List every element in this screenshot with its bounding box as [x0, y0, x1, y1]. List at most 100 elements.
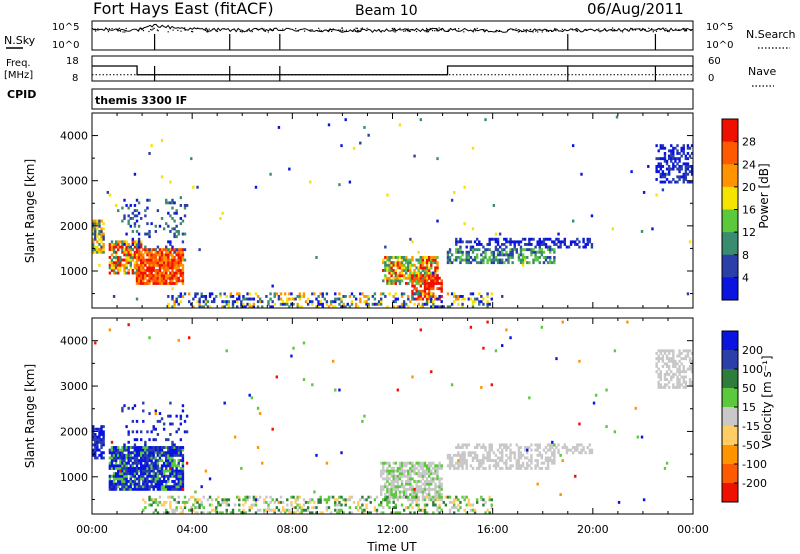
- heatmap-cell: [240, 302, 243, 306]
- heatmap-cell: [119, 461, 122, 465]
- heatmap-cell: [96, 440, 99, 444]
- heatmap-cell: [140, 446, 143, 449]
- heatmap-cell: [133, 214, 137, 218]
- heatmap-cell: [430, 477, 433, 481]
- heatmap-cell: [167, 256, 170, 259]
- power-heatmap-cells: [92, 115, 694, 309]
- heatmap-cell: [127, 446, 130, 449]
- heatmap-cell: [123, 466, 126, 470]
- heatmap-cell: [574, 240, 577, 244]
- heatmap-cell: [162, 500, 166, 504]
- heatmap-cell: [484, 448, 487, 452]
- heatmap-cell: [102, 235, 105, 239]
- heatmap-cell: [160, 469, 164, 473]
- heatmap-cell: [417, 495, 420, 499]
- heatmap-cell: [446, 253, 450, 257]
- heatmap-cell: [271, 498, 274, 502]
- heatmap-cell: [156, 276, 160, 280]
- heatmap-cell: [125, 204, 128, 207]
- heatmap-cell: [630, 170, 633, 174]
- heatmap-cell: [536, 448, 539, 452]
- heatmap-cell: [162, 263, 166, 267]
- heatmap-cell: [246, 292, 249, 296]
- heatmap-cell: [507, 240, 510, 244]
- heatmap-cell: [154, 269, 157, 272]
- heatmap-cell: [496, 253, 500, 257]
- heatmap-cell: [684, 167, 688, 171]
- y-tick-label: 3000: [60, 380, 88, 393]
- heatmap-cell: [142, 446, 145, 449]
- heatmap-cell: [171, 466, 174, 470]
- heatmap-cell: [427, 274, 431, 278]
- heatmap-cell: [515, 443, 519, 447]
- heatmap-cell: [521, 263, 525, 267]
- noise-search-point: [429, 27, 431, 30]
- heatmap-cell: [409, 261, 412, 265]
- heatmap-cell: [177, 279, 180, 283]
- heatmap-cell: [185, 461, 189, 465]
- heatmap-cell: [440, 508, 443, 512]
- heatmap-cell: [290, 297, 293, 301]
- heatmap-cell: [398, 490, 402, 494]
- heatmap-cell: [140, 456, 143, 460]
- heatmap-cell: [171, 295, 174, 298]
- colorbar-segment: [722, 445, 738, 465]
- noise-search-point: [318, 27, 320, 29]
- heatmap-cell: [148, 263, 151, 267]
- colorbar-segment: [722, 407, 738, 427]
- heatmap-cell: [569, 240, 573, 244]
- heatmap-cell: [430, 292, 433, 296]
- heatmap-cell: [407, 474, 410, 478]
- heatmap-cell: [388, 271, 391, 275]
- heatmap-cell: [655, 178, 658, 181]
- heatmap-cell: [254, 495, 258, 499]
- heatmap-cell: [244, 511, 247, 515]
- noise-search-point: [142, 30, 145, 32]
- heatmap-cell: [461, 240, 464, 244]
- heatmap-cell: [129, 261, 132, 265]
- heatmap-cell: [240, 300, 243, 304]
- heatmap-cell: [471, 451, 475, 455]
- heatmap-cell: [486, 261, 489, 265]
- heatmap-cell: [478, 300, 481, 304]
- heatmap-cell: [411, 295, 414, 298]
- heatmap-cell: [405, 461, 408, 465]
- heatmap-cell: [390, 493, 393, 496]
- heatmap-cell: [680, 149, 683, 153]
- heatmap-cell: [503, 248, 506, 252]
- heatmap-cell: [430, 284, 433, 288]
- heatmap-cell: [271, 284, 274, 288]
- heatmap-cell: [177, 480, 180, 483]
- heatmap-cell: [427, 474, 431, 478]
- heatmap-cell: [150, 222, 153, 226]
- heatmap-cell: [517, 466, 521, 470]
- heatmap-cell: [386, 480, 389, 483]
- heatmap-cell: [296, 503, 299, 507]
- heatmap-cell: [338, 388, 341, 392]
- heatmap-cell: [162, 472, 166, 476]
- heatmap-cell: [534, 258, 537, 262]
- heatmap-cell: [142, 459, 145, 463]
- heatmap-cell: [117, 256, 120, 259]
- heatmap-cell: [490, 261, 493, 265]
- heatmap-cell: [110, 240, 114, 244]
- heatmap-cell: [150, 469, 153, 473]
- noise-search-point: [257, 28, 259, 30]
- heatmap-cell: [344, 498, 347, 502]
- heatmap-cell: [140, 253, 143, 257]
- heatmap-cell: [135, 430, 139, 434]
- heatmap-cell: [121, 446, 124, 449]
- heatmap-cell: [156, 448, 160, 452]
- heatmap-cell: [121, 464, 124, 468]
- heatmap-cell: [392, 466, 395, 470]
- heatmap-cell: [400, 302, 404, 306]
- heatmap-cell: [125, 232, 128, 236]
- heatmap-cell: [626, 320, 629, 324]
- heatmap-cell: [108, 474, 112, 478]
- heatmap-cell: [459, 250, 462, 254]
- heatmap-cell: [427, 297, 431, 301]
- noise-series: [91, 23, 694, 50]
- heatmap-cell: [440, 466, 443, 470]
- heatmap-cell: [94, 227, 97, 231]
- heatmap-cell: [388, 506, 391, 510]
